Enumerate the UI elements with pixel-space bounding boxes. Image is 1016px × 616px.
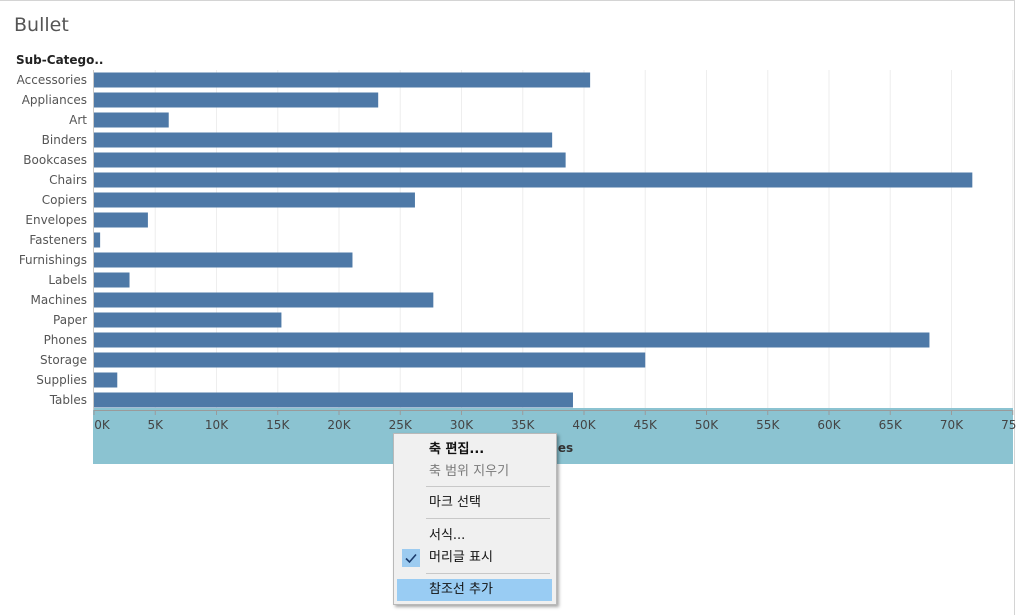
bar[interactable] — [94, 92, 379, 108]
bar[interactable] — [94, 292, 434, 308]
x-tick-label: 20K — [327, 418, 351, 432]
x-tick-label: 60K — [817, 418, 841, 432]
category-label[interactable]: Copiers — [42, 193, 87, 207]
menu-item-label: 축 범위 지우기 — [429, 464, 510, 479]
x-tick-label: 40K — [572, 418, 596, 432]
menu-item-label: 참조선 추가 — [429, 582, 493, 597]
bar[interactable] — [94, 192, 415, 208]
x-tick-label: 55K — [756, 418, 780, 432]
x-tick-label: 5K — [147, 418, 164, 432]
category-label[interactable]: Art — [69, 113, 87, 127]
x-tick-label: 70K — [940, 418, 964, 432]
bar[interactable] — [94, 252, 353, 268]
x-tick-label: 35K — [511, 418, 535, 432]
menu-item-label: 마크 선택 — [429, 495, 481, 510]
category-label[interactable]: Storage — [40, 353, 87, 367]
worksheet-title: Bullet — [14, 14, 69, 36]
menu-item-clear-axis-range: 축 범위 지우기 — [397, 461, 552, 483]
x-tick-label: 0K — [94, 418, 111, 432]
category-label[interactable]: Furnishings — [19, 253, 87, 267]
menu-separator — [426, 573, 550, 574]
menu-item-label: 축 편집... — [429, 442, 485, 457]
category-label[interactable]: Machines — [31, 293, 87, 307]
menu-item-add-reference-line[interactable]: 참조선 추가 — [397, 579, 552, 601]
category-label[interactable]: Paper — [53, 313, 87, 327]
bar[interactable] — [94, 312, 282, 328]
menu-item-label: 머리글 표시 — [429, 550, 493, 565]
bar[interactable] — [94, 392, 573, 408]
category-label[interactable]: Supplies — [36, 373, 87, 387]
bar[interactable] — [94, 112, 169, 128]
category-label[interactable]: Chairs — [49, 173, 87, 187]
bar[interactable] — [94, 372, 118, 388]
checkmark-icon — [402, 549, 420, 567]
bar[interactable] — [94, 232, 101, 248]
row-header-sub-category[interactable]: Sub-Catego.. — [16, 53, 104, 67]
menu-item-label: 서식... — [429, 528, 466, 543]
menu-separator — [426, 518, 550, 519]
menu-item-show-header[interactable]: 머리글 표시 — [397, 547, 552, 569]
menu-separator — [426, 486, 550, 487]
category-label[interactable]: Accessories — [17, 73, 87, 87]
bar[interactable] — [94, 212, 148, 228]
x-tick-label: 65K — [879, 418, 903, 432]
category-label[interactable]: Envelopes — [25, 213, 87, 227]
category-label[interactable]: Fasteners — [29, 233, 87, 247]
x-tick-label: 50K — [695, 418, 719, 432]
x-tick-label: 25K — [389, 418, 413, 432]
bar[interactable] — [94, 352, 646, 368]
menu-item-select-marks[interactable]: 마크 선택 — [397, 492, 552, 514]
category-label[interactable]: Binders — [42, 133, 87, 147]
category-label[interactable]: Labels — [48, 273, 87, 287]
x-tick-label: 10K — [205, 418, 229, 432]
menu-item-format[interactable]: 서식... — [397, 525, 552, 547]
category-label[interactable]: Bookcases — [23, 153, 87, 167]
bar[interactable] — [94, 132, 553, 148]
bar[interactable] — [94, 72, 591, 88]
x-tick-label: 45K — [634, 418, 658, 432]
x-tick-label: 30K — [450, 418, 474, 432]
x-tick-label: 75K — [1001, 418, 1016, 432]
category-label[interactable]: Tables — [49, 393, 87, 407]
x-tick-label: 15K — [266, 418, 290, 432]
category-label[interactable]: Appliances — [22, 93, 87, 107]
bar[interactable] — [94, 272, 130, 288]
bar[interactable] — [94, 332, 930, 348]
menu-item-edit-axis[interactable]: 축 편집... — [397, 439, 552, 461]
context-menu: 축 편집... 축 범위 지우기 마크 선택 서식... 머리글 표시 참조선 … — [393, 433, 557, 605]
category-label[interactable]: Phones — [44, 333, 87, 347]
bar[interactable] — [94, 172, 973, 188]
bar[interactable] — [94, 152, 566, 168]
